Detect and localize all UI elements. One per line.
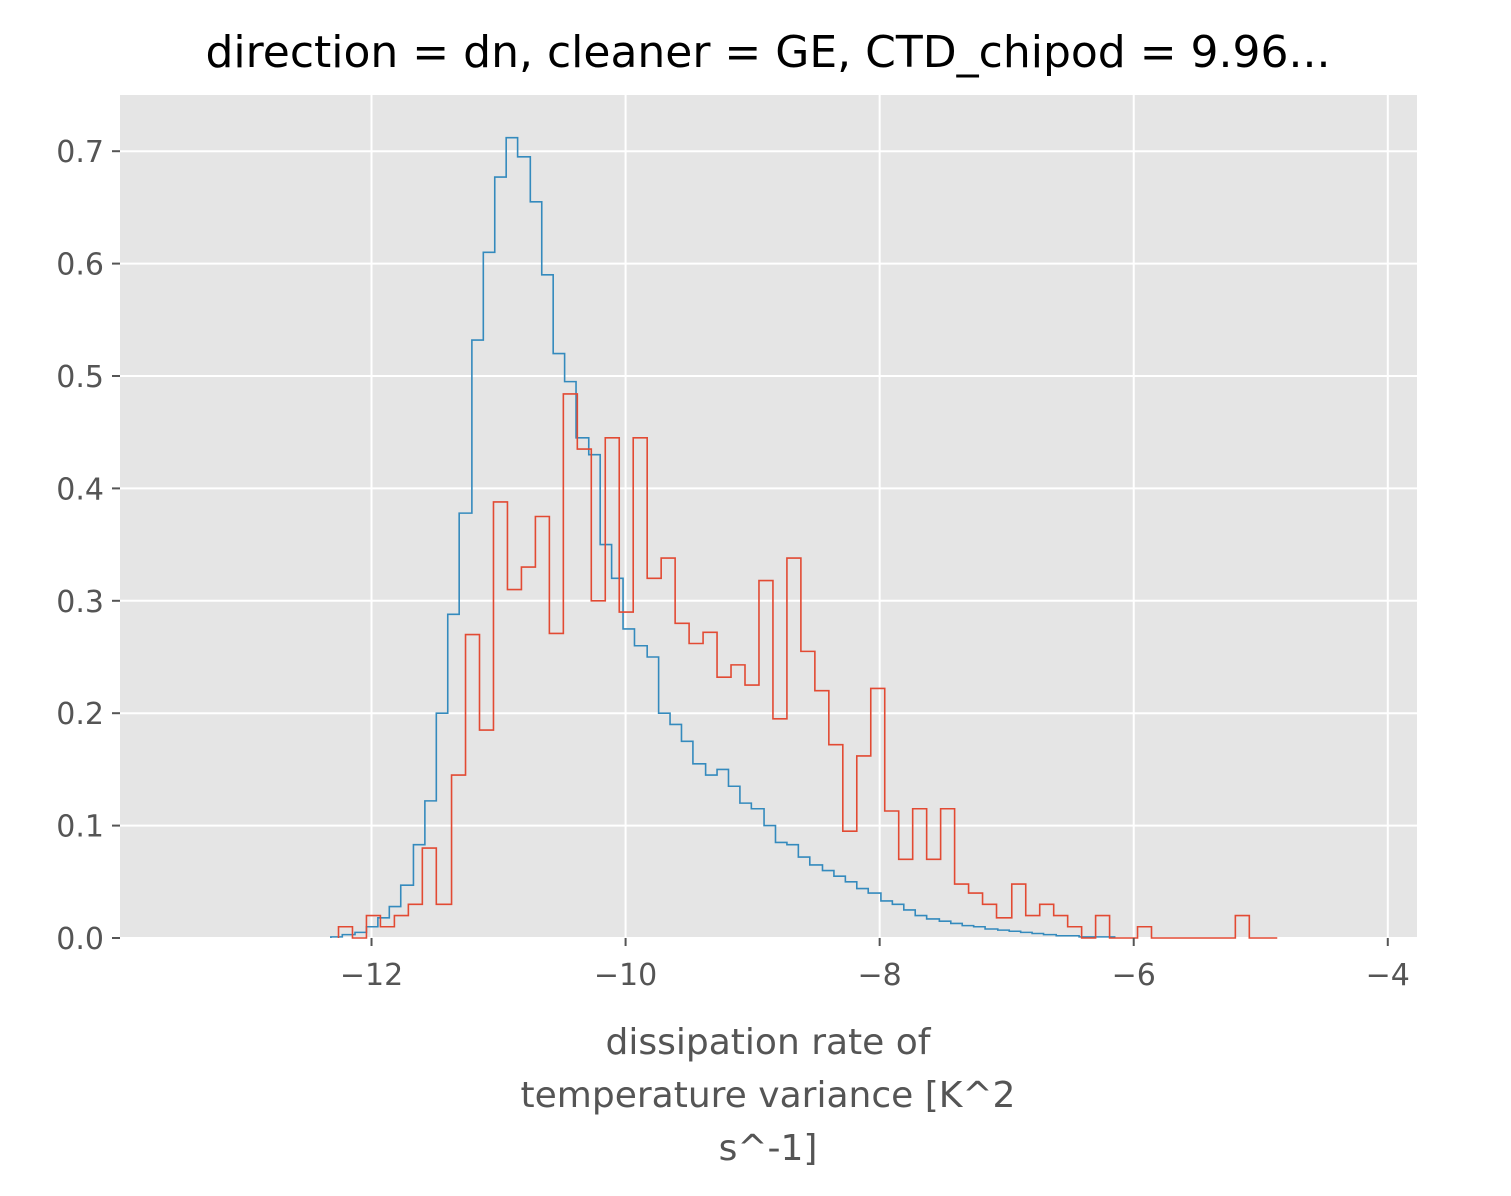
x-tick-label: −4 xyxy=(1366,958,1410,993)
x-tick-label: −10 xyxy=(594,958,657,993)
x-axis-label-line-2: temperature variance [K^2 xyxy=(521,1075,1016,1116)
x-tick-label: −12 xyxy=(340,958,403,993)
x-tick-label: −8 xyxy=(858,958,902,993)
y-tick-label: 0.7 xyxy=(56,135,104,170)
histogram-series-2 xyxy=(337,393,1278,939)
plot-background xyxy=(120,95,1417,938)
y-tick-label: 0.2 xyxy=(56,697,104,732)
y-tick-label: 0.3 xyxy=(56,585,104,620)
y-axis: 0.0 0.1 0.2 0.3 0.4 0.5 0.6 0.7 xyxy=(56,135,120,957)
x-axis: −12 −10 −8 −6 −4 xyxy=(340,938,1410,993)
y-tick-label: 0.4 xyxy=(56,472,104,507)
y-tick-label: 0.5 xyxy=(56,360,104,395)
x-axis-label-line-3: s^-1] xyxy=(719,1128,818,1169)
y-tick-label: 0.6 xyxy=(56,248,104,283)
grid-lines xyxy=(120,95,1417,939)
chart-title: direction = dn, cleaner = GE, CTD_chipod… xyxy=(206,27,1331,78)
x-tick-label: −6 xyxy=(1112,958,1156,993)
y-tick-label: 0.0 xyxy=(56,922,104,957)
histogram-series-1 xyxy=(330,136,1116,938)
series-group xyxy=(330,136,1278,939)
y-tick-label: 0.1 xyxy=(56,810,104,845)
x-axis-label-line-1: dissipation rate of xyxy=(606,1022,932,1063)
